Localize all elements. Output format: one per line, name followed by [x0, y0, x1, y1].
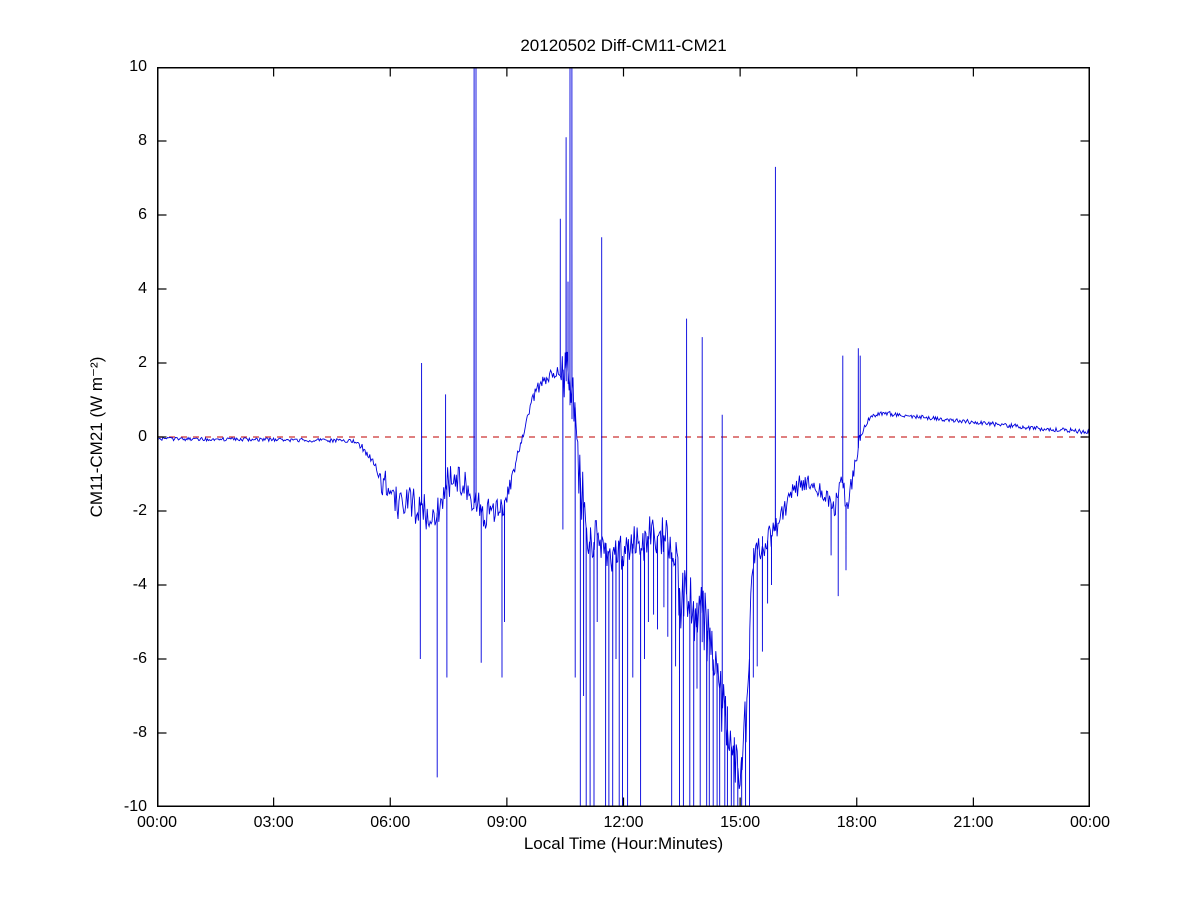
y-tick-label: 8	[138, 132, 147, 149]
x-tick-label: 03:00	[253, 814, 294, 831]
x-tick-label: 21:00	[953, 814, 994, 831]
y-tick-label: 4	[138, 280, 147, 297]
y-tick-label: 2	[138, 354, 147, 371]
x-tick-label: 15:00	[720, 814, 761, 831]
plot-svg	[156, 66, 1091, 808]
y-tick-label: -8	[132, 724, 147, 741]
y-tick-label: -6	[132, 650, 147, 667]
y-tick-label: 0	[138, 428, 147, 445]
x-tick-label: 18:00	[836, 814, 877, 831]
y-tick-label: 10	[129, 58, 147, 75]
x-tick-label: 12:00	[603, 814, 644, 831]
x-axis-label: Local Time (Hour:Minutes)	[523, 834, 724, 853]
y-tick-label: 6	[138, 206, 147, 223]
y-tick-label: -10	[123, 798, 147, 815]
x-tick-label: 00:00	[1069, 814, 1111, 831]
data-series-line	[156, 66, 1091, 808]
x-tick-label: 06:00	[370, 814, 411, 831]
chart-title: 20120502 Diff-CM11-CM21	[520, 36, 727, 55]
x-tick-label: 09:00	[486, 814, 527, 831]
x-tick-label: 00:00	[136, 814, 178, 831]
y-tick-label: -2	[132, 502, 147, 519]
axes-frame	[157, 67, 1090, 807]
plot-area	[156, 66, 1091, 808]
y-tick-label: -4	[132, 576, 147, 593]
